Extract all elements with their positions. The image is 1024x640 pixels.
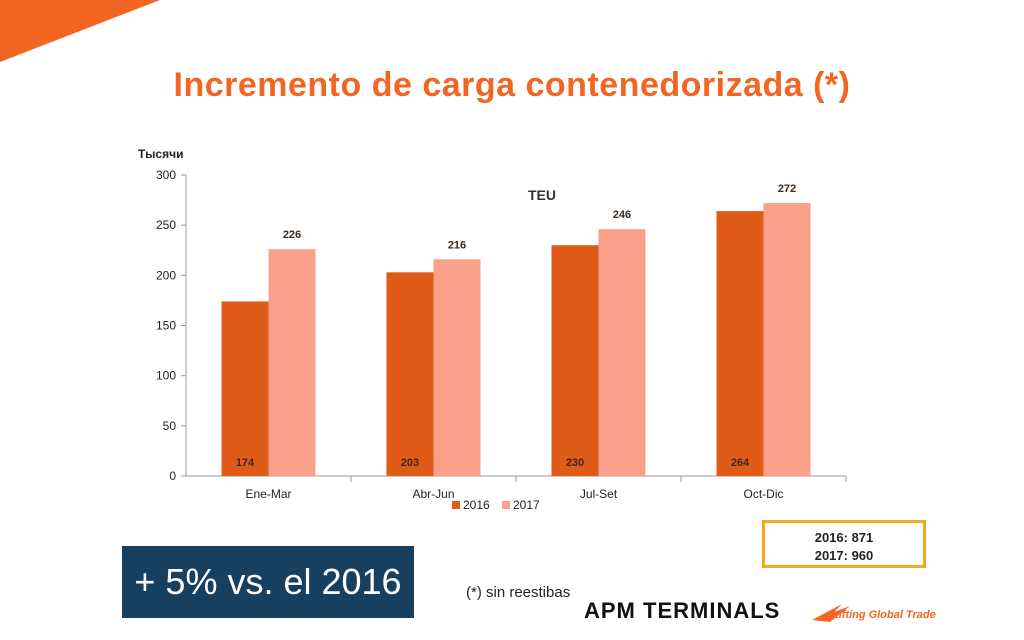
data-label: 174 — [236, 457, 255, 469]
y-tick-label: 100 — [156, 369, 176, 383]
bar-2017-Jul-Set — [598, 229, 646, 476]
y-tick-label: 50 — [163, 419, 177, 433]
bar-2016-Abr-Jun — [386, 272, 434, 476]
y-axis-label: Тысячи — [138, 147, 183, 161]
apm-logo: APM TERMINALS Lifting Global Trade — [584, 598, 936, 623]
bar-2016-Jul-Set — [551, 245, 599, 476]
bar-2017-Ene-Mar — [268, 249, 316, 476]
data-label: 203 — [401, 457, 419, 469]
y-tick-label: 0 — [169, 469, 176, 483]
growth-banner: + 5% vs. el 2016 — [122, 546, 414, 618]
logo-tagline: Lifting Global Trade — [832, 609, 936, 621]
bar-chart: 0 50 100 150 200 250 300 Тысячи TEU Ene-Mar 174 226… — [138, 147, 847, 512]
legend-swatch-2016 — [452, 501, 460, 509]
legend-label-2016: 2016 — [463, 498, 490, 512]
chart-title: TEU — [528, 187, 556, 203]
data-label: 246 — [613, 209, 631, 221]
x-tick-label: Jul-Set — [580, 487, 618, 501]
footnote: (*) sin reestibas — [466, 584, 571, 601]
y-tick-label: 300 — [156, 168, 176, 182]
y-tick-label: 250 — [156, 218, 176, 232]
data-label: 264 — [731, 457, 750, 469]
logo-swoosh-icon — [812, 604, 850, 622]
y-tick-label: 200 — [156, 268, 176, 282]
total-2016: 2016: 871 — [814, 530, 874, 545]
slide-title: Incremento de carga contenedorizada (*) — [173, 66, 851, 104]
x-tick-label: Abr-Jun — [412, 487, 454, 501]
y-tick-label: 150 — [156, 319, 176, 333]
legend-swatch-2017 — [502, 501, 510, 509]
data-label: 216 — [448, 239, 466, 251]
data-label: 226 — [283, 229, 301, 241]
x-tick-label: Oct-Dic — [744, 487, 784, 501]
legend-label-2017: 2017 — [513, 498, 540, 512]
totals-box: 2016: 871 2017: 960 — [762, 520, 926, 568]
bar-2017-Oct-Dic — [763, 203, 811, 477]
bar-2016-Ene-Mar — [221, 301, 269, 476]
bar-2017-Abr-Jun — [433, 259, 481, 476]
bar-2016-Oct-Dic — [716, 211, 764, 476]
logo-text: APM TERMINALS — [584, 598, 780, 623]
total-2017: 2017: 960 — [814, 548, 874, 563]
data-label: 272 — [778, 183, 796, 195]
data-label: 230 — [566, 457, 584, 469]
x-tick-label: Ene-Mar — [245, 487, 291, 501]
corner-decoration — [0, 0, 160, 62]
